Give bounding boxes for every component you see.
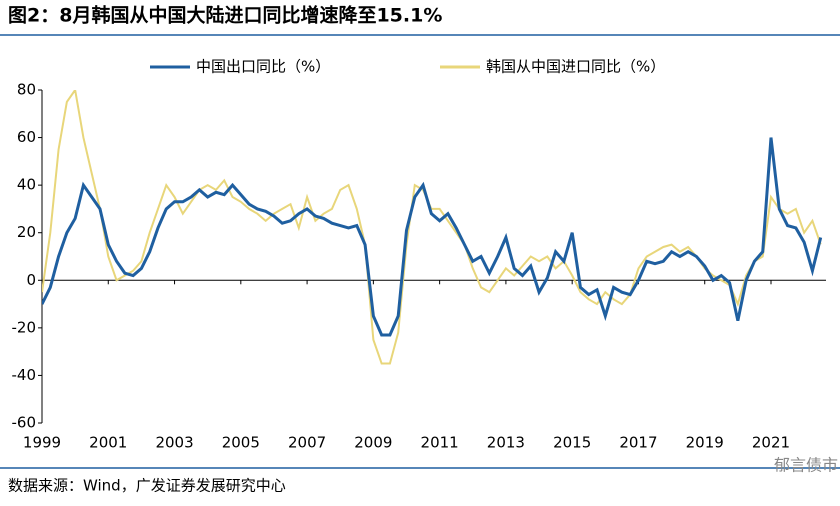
source-note: 数据来源：Wind，广发证券发展研究中心 (8, 477, 286, 495)
x-tick-label: 2007 (288, 434, 326, 452)
x-tick-label: 2015 (553, 434, 591, 452)
y-tick-label: 20 (17, 223, 36, 241)
x-tick-label: 2001 (89, 434, 127, 452)
watermark: 郁言债市 (774, 456, 838, 475)
x-tick-label: 2013 (487, 434, 525, 452)
x-tick-label: 2005 (222, 434, 260, 452)
x-tick-label: 2003 (155, 434, 193, 452)
y-tick-label: 0 (26, 271, 36, 289)
chart-title: 图2：8月韩国从中国大陆进口同比增速降至15.1% (8, 4, 442, 27)
y-tick-label: 60 (17, 128, 36, 146)
x-tick-label: 2019 (686, 434, 724, 452)
series-line (42, 137, 823, 337)
y-tick-label: -40 (12, 366, 37, 384)
x-tick-label: 2009 (354, 434, 392, 452)
y-tick-label: -60 (12, 414, 37, 432)
x-tick-label: 2011 (421, 434, 459, 452)
y-tick-label: -20 (12, 318, 37, 336)
x-tick-label: 1999 (23, 434, 61, 452)
x-tick-label: 2021 (752, 434, 790, 452)
legend-label: 韩国从中国进口同比（%） (486, 58, 665, 76)
x-tick-label: 2017 (619, 434, 657, 452)
y-tick-label: 80 (17, 81, 36, 99)
legend-label: 中国出口同比（%） (196, 58, 330, 76)
y-tick-label: 40 (17, 176, 36, 194)
